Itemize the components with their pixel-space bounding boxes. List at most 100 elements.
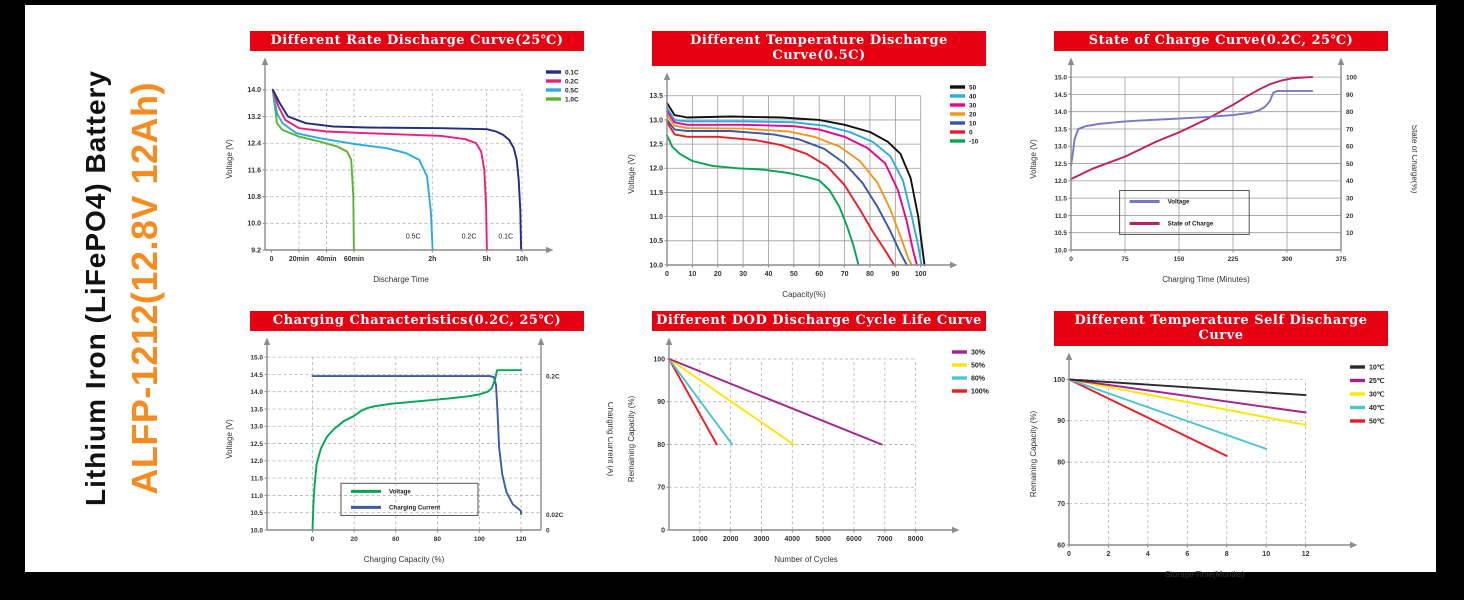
product-type-title: Lithium Iron (LiFePO4) Battery	[80, 70, 111, 507]
svg-text:13.0: 13.0	[649, 117, 663, 124]
series-line-20	[666, 114, 913, 266]
svg-text:Charging Current: Charging Current	[389, 505, 440, 512]
svg-text:5000: 5000	[815, 536, 831, 543]
svg-text:30: 30	[969, 102, 977, 109]
svg-text:90: 90	[657, 399, 665, 406]
svg-text:80: 80	[1346, 109, 1354, 116]
svg-text:70: 70	[841, 271, 849, 278]
chart-card-temperature-discharge: Different Temperature Discharge Curve(0.…	[623, 31, 1015, 301]
svg-text:0: 0	[311, 536, 315, 543]
svg-text:9.2: 9.2	[251, 247, 261, 254]
product-model-title: ALFP-1212(12.8V 12Ah)	[124, 82, 165, 495]
x-axis-title: Charging Capacity (%)	[364, 555, 445, 564]
svg-text:20: 20	[351, 536, 359, 543]
svg-text:10.5: 10.5	[1054, 230, 1067, 237]
legend: Voltage State of Charge	[1119, 190, 1250, 235]
charts-row-top: Different Rate Discharge Curve(25℃) 9.2 1…	[221, 31, 1436, 301]
svg-text:11.5: 11.5	[251, 476, 264, 483]
svg-text:375: 375	[1336, 256, 1347, 263]
svg-text:60: 60	[392, 536, 400, 543]
chart-title: Different DOD Discharge Cycle Life Curve	[652, 311, 986, 331]
svg-text:8000: 8000	[908, 536, 924, 543]
svg-text:12.5: 12.5	[1054, 161, 1067, 168]
svg-text:100: 100	[915, 271, 927, 278]
svg-text:80: 80	[1057, 460, 1065, 467]
chart-title: Different Rate Discharge Curve(25℃)	[250, 31, 584, 51]
svg-text:8: 8	[1225, 551, 1229, 558]
svg-text:12: 12	[1302, 551, 1310, 558]
legend: 0.1C 0.2C 0.5C 1.0C	[546, 69, 579, 103]
y-axis-title: Voltage (V)	[627, 154, 636, 194]
svg-text:13.0: 13.0	[250, 424, 263, 431]
svg-text:14.5: 14.5	[250, 372, 263, 379]
svg-text:0: 0	[969, 129, 973, 136]
svg-text:30: 30	[1346, 196, 1354, 203]
temperature-discharge-chart: 10.0 10.5 11.0 11.5 12.0 12.5 13.0 13.5 0 10 20 30 4…	[627, 72, 979, 299]
charts-grid: Different Rate Discharge Curve(25℃) 9.2 1…	[221, 5, 1436, 579]
series-line-50℃	[1068, 378, 1228, 457]
svg-text:50%: 50%	[971, 362, 986, 369]
svg-text:80: 80	[434, 536, 442, 543]
x-axis-title: Capacity(%)	[782, 290, 826, 299]
svg-text:100: 100	[653, 356, 665, 363]
svg-text:10: 10	[1262, 551, 1270, 558]
series-line-80%	[668, 357, 734, 446]
svg-text:12.0: 12.0	[649, 166, 663, 173]
svg-text:150: 150	[1174, 256, 1185, 263]
svg-text:80%: 80%	[971, 375, 986, 382]
series-line-0.2C	[271, 88, 488, 251]
svg-text:50: 50	[1346, 161, 1354, 168]
svg-text:0.2C: 0.2C	[565, 78, 579, 85]
svg-text:0: 0	[270, 256, 274, 263]
svg-text:0: 0	[665, 271, 669, 278]
svg-text:14.0: 14.0	[250, 389, 263, 396]
chart-card-rate-discharge: Different Rate Discharge Curve(25℃) 9.2 1…	[221, 31, 613, 301]
product-header: Lithium Iron (LiFePO4) Battery ALFP-1212…	[25, 5, 221, 572]
right-axis-title: Charging Current (A)	[606, 402, 613, 477]
x-axis-title: Number of Cycles	[774, 555, 838, 564]
svg-text:14.5: 14.5	[1054, 92, 1067, 99]
series-line-30℃	[1068, 378, 1307, 426]
svg-text:80: 80	[657, 442, 665, 449]
series-line-30	[666, 110, 918, 266]
svg-text:0: 0	[546, 527, 550, 534]
svg-text:90: 90	[1057, 418, 1065, 425]
chart-title: State of Charge Curve(0.2C, 25℃)	[1054, 31, 1388, 51]
svg-text:120: 120	[516, 536, 527, 543]
svg-text:11.0: 11.0	[650, 214, 663, 221]
svg-text:2000: 2000	[723, 536, 739, 543]
svg-text:50: 50	[969, 84, 977, 91]
svg-text:11.0: 11.0	[251, 493, 264, 500]
y-axis-title: Voltage (V)	[1029, 139, 1038, 179]
series-line-Charging Current	[311, 375, 522, 516]
svg-text:12.5: 12.5	[649, 142, 663, 149]
svg-text:6: 6	[1185, 551, 1189, 558]
gridlines	[1071, 76, 1341, 250]
svg-text:100: 100	[1346, 75, 1357, 82]
svg-text:4000: 4000	[785, 536, 801, 543]
svg-text:60: 60	[1057, 542, 1065, 549]
svg-text:11.5: 11.5	[1055, 196, 1068, 203]
svg-text:0: 0	[661, 527, 665, 534]
svg-text:75: 75	[1121, 256, 1129, 263]
svg-text:2h: 2h	[428, 256, 436, 263]
svg-text:60min: 60min	[344, 256, 364, 263]
svg-text:3000: 3000	[754, 536, 770, 543]
svg-text:50℃: 50℃	[1369, 417, 1385, 425]
legend: 10℃ 25℃ 30℃ 40℃ 50℃	[1350, 363, 1385, 425]
y-axis-title: Voltage (V)	[225, 419, 234, 459]
series-line-100%	[668, 357, 718, 446]
svg-text:20: 20	[1346, 213, 1354, 220]
svg-text:30: 30	[739, 271, 747, 278]
svg-text:10h: 10h	[516, 256, 528, 263]
svg-text:4: 4	[1146, 551, 1150, 558]
series-line-0.5C	[271, 88, 434, 251]
svg-text:11.0: 11.0	[1055, 213, 1068, 220]
svg-text:60: 60	[1346, 144, 1354, 151]
svg-text:70: 70	[1057, 501, 1065, 508]
series	[666, 102, 926, 266]
svg-text:20: 20	[969, 111, 977, 118]
svg-text:0: 0	[1069, 256, 1073, 263]
svg-text:70: 70	[1346, 126, 1354, 133]
